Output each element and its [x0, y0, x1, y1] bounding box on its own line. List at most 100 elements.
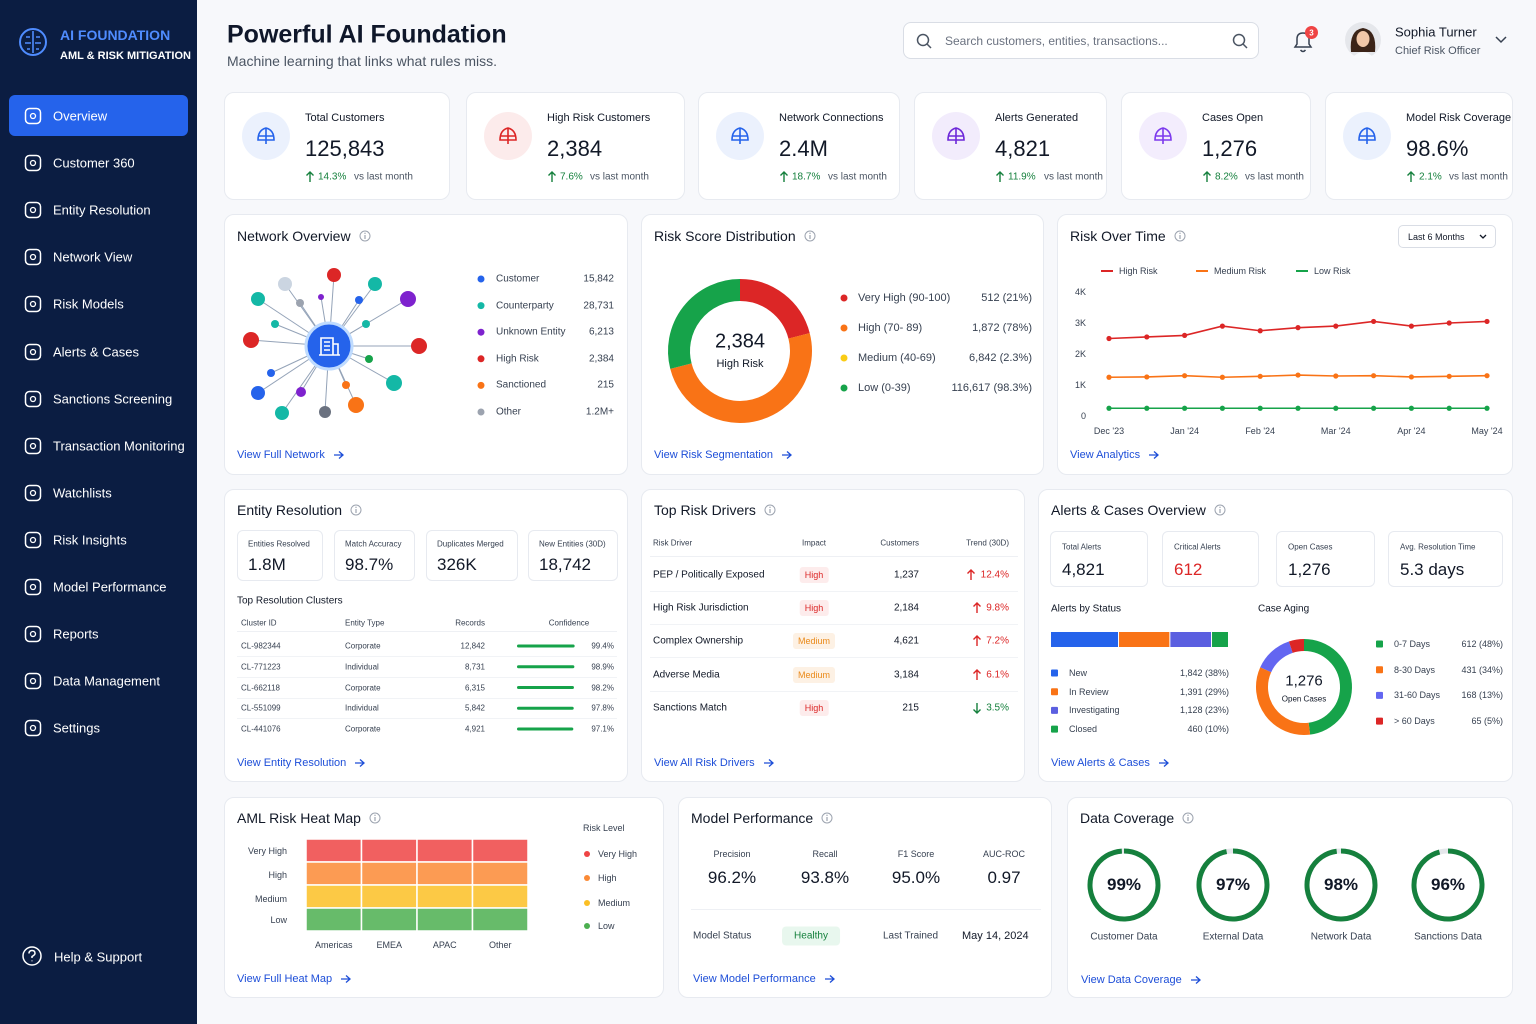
trend-up-arrow: [967, 569, 975, 580]
graphic: [716, 112, 764, 160]
hub-building: [319, 337, 340, 356]
nav-item[interactable]: Alerts & Cases: [53, 344, 139, 359]
card-link[interactable]: View Analytics: [1070, 449, 1160, 461]
card-link[interactable]: View Entity Resolution: [237, 757, 366, 769]
nav-item[interactable]: Model Performance: [53, 579, 167, 595]
line-point: [1182, 332, 1188, 338]
card-link[interactable]: View All Risk Drivers: [654, 757, 775, 769]
row-label: Medium: [254, 894, 287, 904]
nav-item[interactable]: Entity Resolution: [53, 202, 151, 218]
card-link-text[interactable]: View Model Performance: [693, 973, 816, 985]
trained-label: Last Trained: [883, 930, 939, 942]
info-icon[interactable]: [369, 812, 381, 824]
arrow-icon[interactable]: [824, 974, 836, 984]
nav-item[interactable]: Risk Insights: [53, 532, 127, 548]
graphic: [19, 28, 47, 56]
card-link-text[interactable]: View Entity Resolution: [237, 757, 347, 769]
network-node: [296, 387, 306, 397]
cell: 1,237: [893, 569, 919, 581]
cell: 5,842: [464, 703, 485, 713]
row-divider: [650, 624, 1018, 626]
legend-name: In Review: [1069, 686, 1109, 697]
legend-dot: [584, 900, 590, 906]
info-icon[interactable]: [1174, 230, 1186, 242]
range-dropdown[interactable]: Last 6 Months: [1398, 225, 1496, 248]
info-icon[interactable]: [1182, 812, 1194, 824]
nav-item[interactable]: Watchlists: [53, 485, 112, 501]
column-header: Entity Type: [345, 618, 385, 628]
card-link-text[interactable]: View Full Network: [237, 449, 325, 461]
page-subtitle: Machine learning that links what rules m…: [227, 53, 498, 69]
card-link[interactable]: View Full Heat Map: [237, 973, 352, 985]
nav-item[interactable]: Data Management: [53, 673, 160, 689]
arrow-icon[interactable]: [1158, 758, 1170, 768]
arrow: [763, 759, 774, 767]
card-link-text[interactable]: View All Risk Drivers: [654, 757, 755, 769]
legend-name: Sanctioned: [496, 379, 547, 391]
graphic: [1343, 112, 1391, 160]
arrow-icon[interactable]: [354, 758, 366, 768]
nav-item[interactable]: Sanctions Screening: [53, 391, 173, 407]
legend-name: Low (0-39): [858, 382, 911, 394]
nav-item[interactable]: Settings: [53, 720, 100, 736]
network-node: [267, 369, 275, 377]
arrow-icon[interactable]: [333, 450, 345, 460]
graphic: [1232, 33, 1248, 49]
info-icon[interactable]: [359, 230, 371, 242]
graphic: [24, 343, 42, 360]
graphic: [24, 437, 42, 454]
legend-dot: [1376, 666, 1383, 674]
line-point: [1144, 334, 1150, 340]
info-icon[interactable]: [764, 504, 776, 516]
cell: Complex Ownership: [653, 635, 744, 647]
card-link[interactable]: View Risk Segmentation: [654, 449, 793, 461]
info-icon[interactable]: [821, 812, 833, 824]
page-title: Powerful AI Foundation: [227, 20, 507, 49]
cell: 98.9%: [591, 662, 614, 672]
legend-value: 168 (13%): [1461, 690, 1503, 701]
card-link-text[interactable]: View Full Heat Map: [237, 973, 333, 985]
nav-icon: [24, 720, 42, 737]
heat-cell: [305, 907, 363, 932]
nav-item[interactable]: Risk Models: [53, 296, 124, 312]
nav-icon-dot: [29, 159, 37, 167]
card-link[interactable]: View Data Coverage: [1081, 974, 1202, 986]
cell: Corporate: [345, 683, 381, 692]
stat-box: Match Accuracy 98.7%: [334, 530, 415, 581]
card-link[interactable]: View Alerts & Cases: [1051, 757, 1170, 769]
card-link-text[interactable]: View Risk Segmentation: [654, 449, 774, 461]
network-node: [251, 386, 265, 400]
nav-icon-dot: [29, 725, 37, 732]
arrow-icon[interactable]: [1148, 450, 1160, 460]
nav-item[interactable]: Customer 360: [53, 155, 135, 171]
arrow-icon[interactable]: [1190, 975, 1202, 985]
card-link-text[interactable]: View Data Coverage: [1081, 974, 1182, 986]
nav-item[interactable]: Overview: [53, 108, 108, 124]
nav-item[interactable]: Transaction Monitoring: [53, 438, 185, 454]
divider: [237, 631, 617, 632]
info-icon[interactable]: [804, 230, 816, 242]
nav-item[interactable]: Reports: [53, 626, 99, 642]
info-icon[interactable]: [1214, 504, 1226, 516]
trend-up-arrow: [996, 171, 1004, 182]
nav-icon: [24, 154, 42, 172]
help-link[interactable]: Help & Support: [54, 949, 143, 965]
card-link-text[interactable]: View Alerts & Cases: [1051, 757, 1150, 769]
arrow-icon[interactable]: [781, 450, 793, 460]
stat-label: Match Accuracy: [345, 539, 402, 549]
search-box[interactable]: Search customers, entities, transactions…: [903, 22, 1259, 59]
card-link[interactable]: View Model Performance: [693, 973, 836, 985]
donut-segment: [1260, 641, 1293, 673]
card-link-text[interactable]: View Analytics: [1070, 449, 1141, 461]
y-tick-label: 2K: [1074, 349, 1086, 359]
card-link[interactable]: View Full Network: [237, 449, 345, 461]
trend: 7.2%: [986, 635, 1009, 647]
stat-box: Duplicates Merged 326K: [426, 530, 518, 581]
info-icon[interactable]: [350, 504, 362, 516]
arrow-icon[interactable]: [340, 974, 352, 984]
arrow-icon[interactable]: [763, 758, 775, 768]
nav-item[interactable]: Network View: [53, 249, 133, 265]
line-point: [1182, 405, 1188, 411]
graphic: [242, 112, 290, 160]
donut-segment: [1288, 639, 1305, 653]
